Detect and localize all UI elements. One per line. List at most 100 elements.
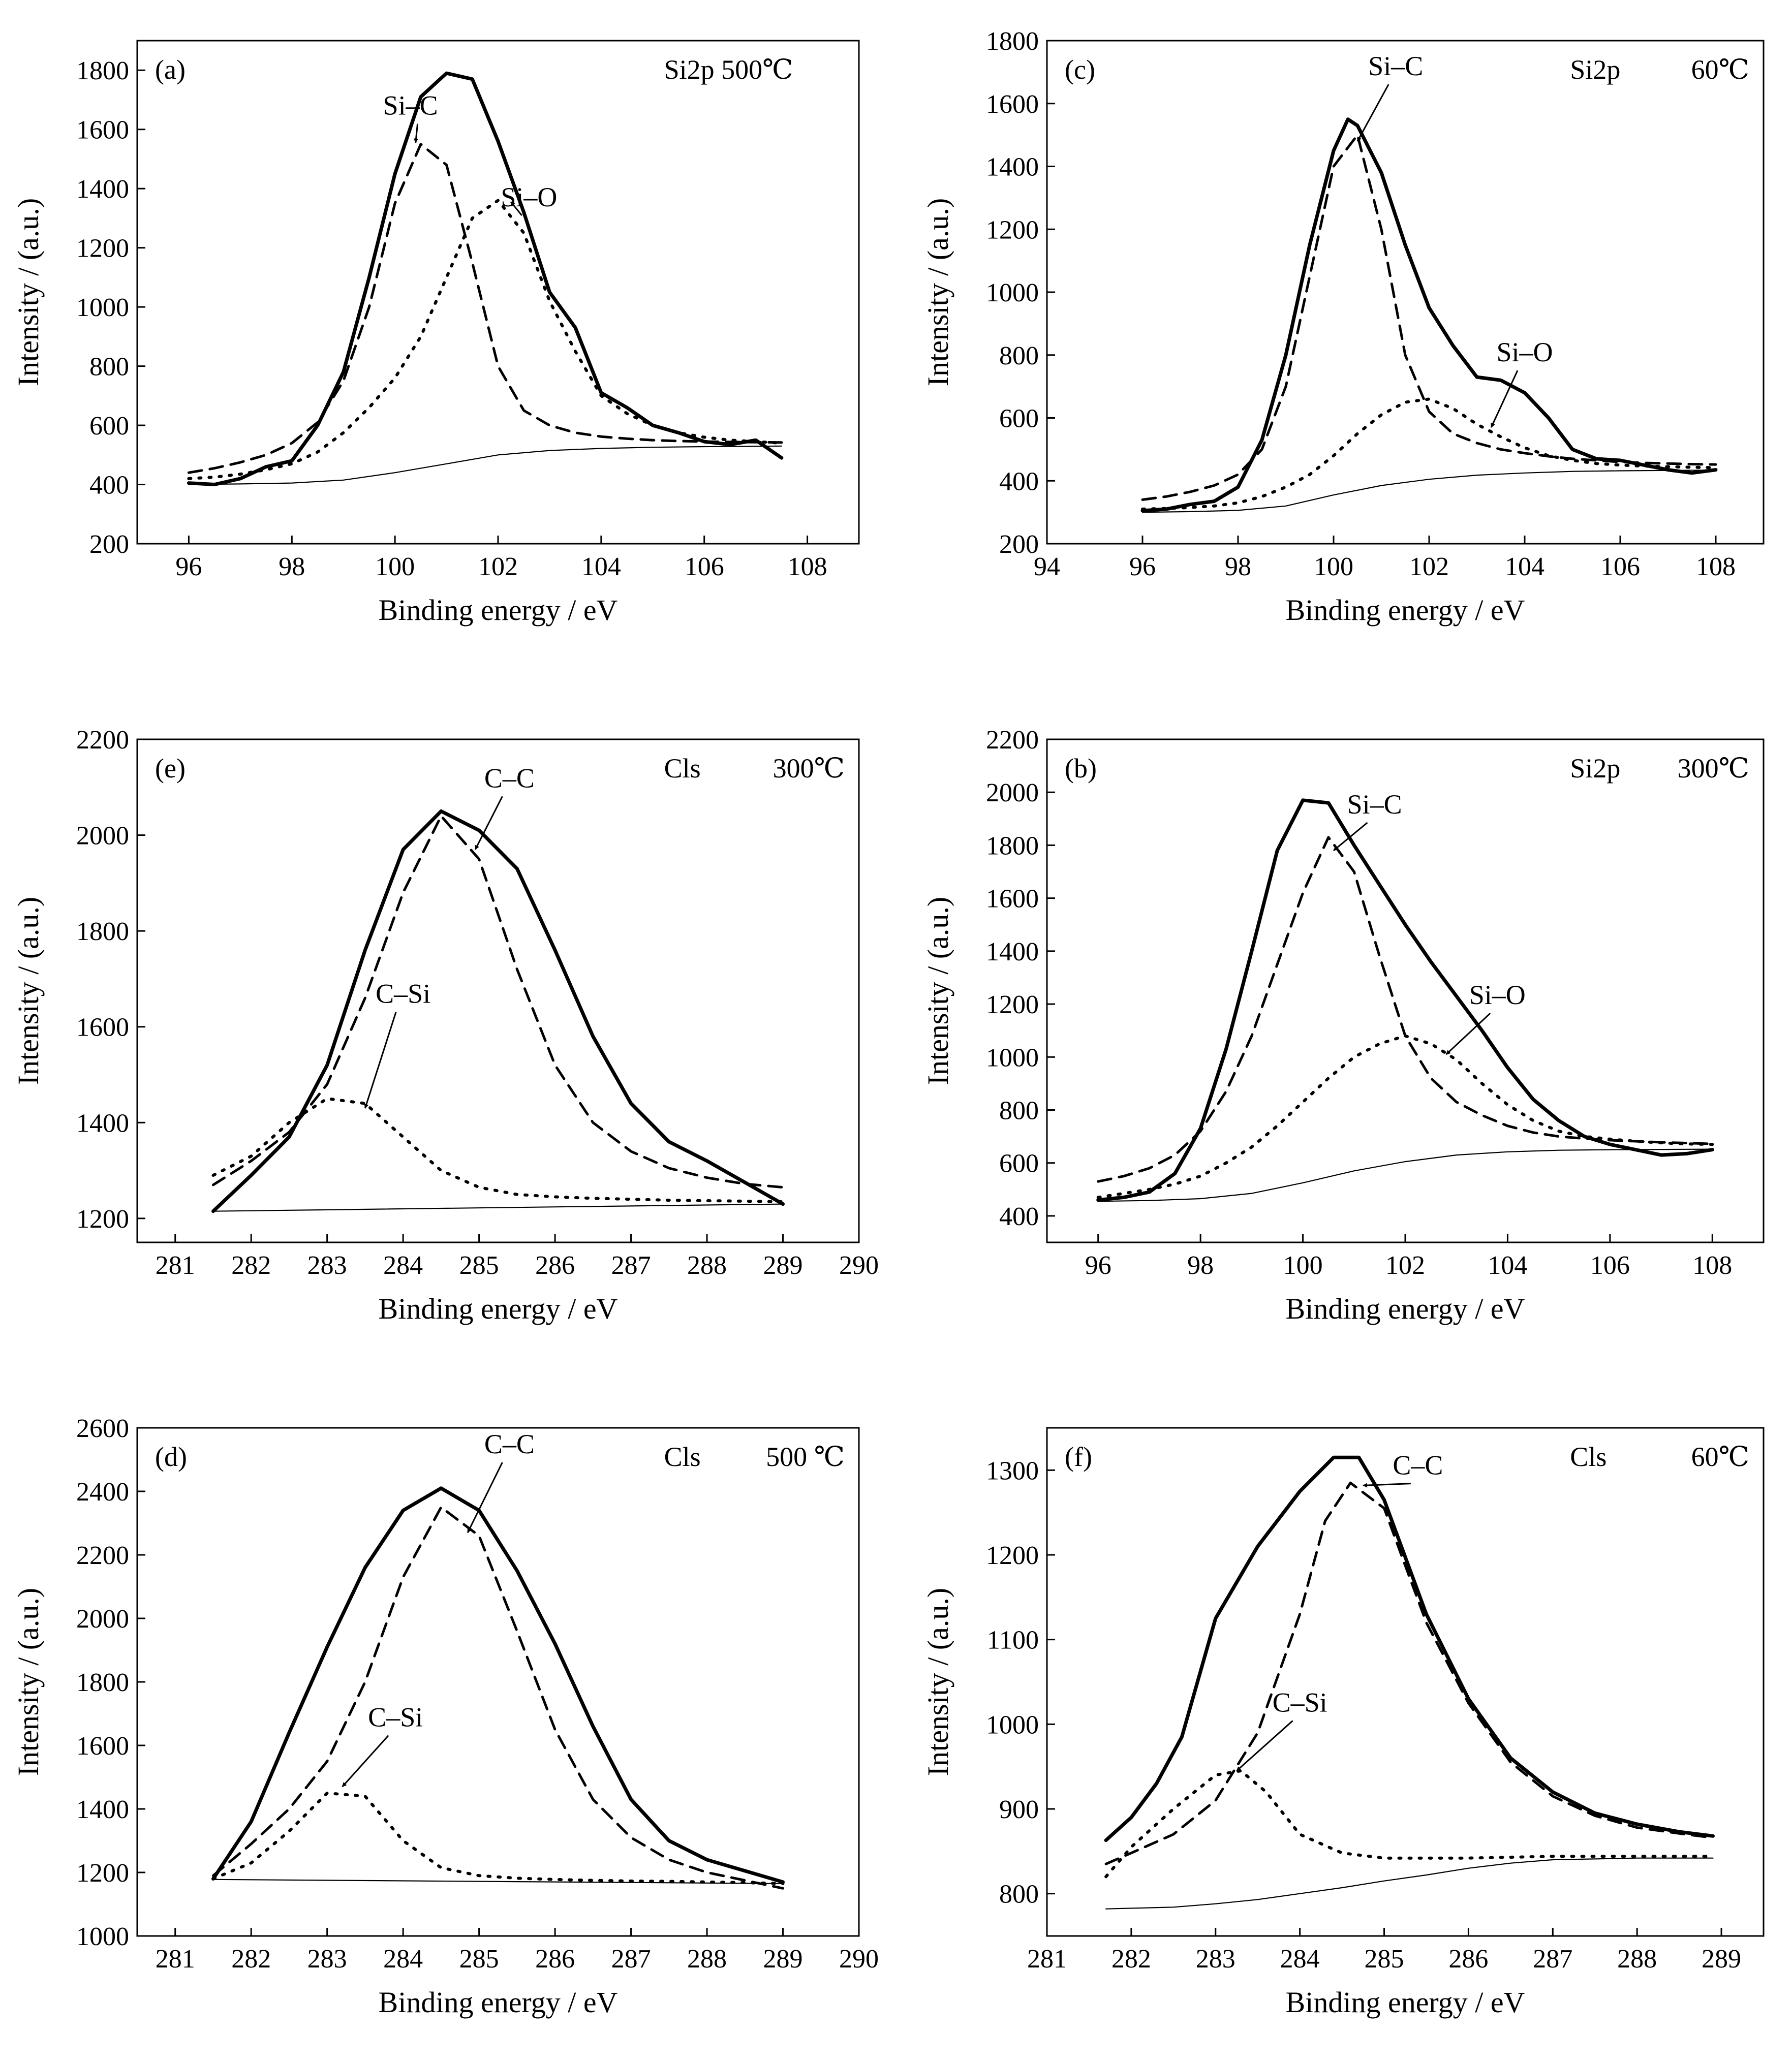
y-tick-label: 1600 [986, 885, 1039, 914]
y-tick-label: 1200 [986, 1541, 1039, 1570]
y-tick-label: 800 [999, 1096, 1039, 1125]
y-tick-label: 2000 [986, 778, 1039, 807]
x-tick-label: 286 [535, 1251, 575, 1280]
series-dashed-line [212, 1506, 784, 1890]
x-tick-label: 94 [1034, 552, 1060, 581]
y-axis-label: Intensity / (a.u.) [12, 1588, 45, 1776]
annotation-arrow [1445, 1012, 1491, 1055]
x-tick-label: 98 [279, 552, 305, 581]
x-tick-label: 96 [1129, 552, 1156, 581]
y-tick-label: 1800 [76, 1668, 129, 1697]
annotation-arrow [1333, 822, 1368, 851]
x-tick-label: 283 [307, 1945, 347, 1974]
y-tick-label: 600 [999, 404, 1039, 433]
y-tick-label: 1800 [76, 56, 129, 85]
x-tick-label: 108 [1692, 1251, 1732, 1280]
x-tick-label: 106 [1600, 552, 1640, 581]
annotation-arrow [1363, 1483, 1411, 1488]
series-dashed-line [1097, 836, 1714, 1183]
x-tick-label: 288 [687, 1251, 727, 1280]
peak-annotation-label: Si–O [1469, 980, 1526, 1010]
series-dashed-line [212, 815, 784, 1189]
annotation-arrow [467, 1462, 503, 1534]
annotation-arrow [1490, 370, 1519, 428]
region-label: Si2p [1570, 54, 1620, 85]
x-tick-label: 102 [1409, 552, 1449, 581]
peak-annotation-label: C–Si [1273, 1687, 1327, 1717]
peak-annotation-label: C–Si [376, 979, 430, 1009]
x-tick-label: 96 [175, 552, 202, 581]
y-tick-label: 1000 [986, 1710, 1039, 1739]
y-tick-label: 1400 [986, 937, 1039, 966]
panel-label: (f) [1065, 1442, 1092, 1472]
x-tick-label: 281 [1027, 1945, 1067, 1974]
panel-c: 94 96 98 100 102 104 106 108 200 400 600 800 1000 120… [921, 27, 1765, 627]
y-tick-label: 800 [999, 341, 1039, 370]
x-tick-label: 282 [231, 1251, 271, 1280]
series-dashed-line [1141, 134, 1717, 501]
y-tick-label: 1800 [986, 831, 1039, 860]
series-solid-line [187, 71, 784, 486]
y-axis-label: Intensity / (a.u.) [921, 1588, 954, 1776]
y-tick-label: 200 [999, 530, 1039, 559]
plot-frame [1046, 738, 1765, 1243]
y-tick-label: 2200 [76, 1541, 129, 1570]
peak-annotation-label: Si–O [1496, 337, 1553, 367]
x-tick-label: 100 [1314, 552, 1353, 581]
y-tick-label: 1000 [76, 1922, 129, 1951]
x-tick-label: 281 [156, 1251, 195, 1280]
peak-annotation-label: C–Si [368, 1702, 423, 1733]
y-tick-label: 1400 [76, 175, 129, 204]
x-tick-label: 290 [839, 1251, 879, 1280]
x-tick-label: 287 [611, 1945, 651, 1974]
series-dotted-line [211, 1791, 785, 1885]
y-axis-label: Intensity / (a.u.) [921, 198, 954, 386]
x-tick-label: 284 [1280, 1945, 1320, 1974]
panel-label: (b) [1065, 753, 1097, 784]
y-tick-label: 2000 [76, 1605, 129, 1634]
y-tick-label: 600 [999, 1149, 1039, 1178]
y-tick-label: 1600 [76, 116, 129, 145]
region-label: Cls [664, 753, 701, 784]
x-axis-label: Binding energy / eV [379, 1292, 618, 1325]
region-label: Si2p 500℃ [664, 54, 793, 85]
temperature-label: 60℃ [1691, 1442, 1749, 1472]
series-dotted-line [187, 199, 783, 480]
x-tick-label: 284 [383, 1945, 423, 1974]
y-tick-label: 1600 [76, 1013, 129, 1042]
series-dotted-line [1141, 397, 1717, 511]
series-dotted-line [1096, 1034, 1714, 1199]
y-tick-label: 400 [999, 467, 1039, 496]
series-dotted-line [1104, 1769, 1715, 1879]
x-tick-label: 282 [231, 1945, 271, 1974]
y-tick-label: 1400 [76, 1109, 129, 1138]
temperature-label: 500 ℃ [766, 1442, 845, 1472]
x-tick-label: 283 [1196, 1945, 1235, 1974]
series-solid-line [1104, 1455, 1715, 1842]
x-tick-label: 282 [1111, 1945, 1151, 1974]
panel-e: 281 282 283 284 285 286 287 288 289 290 1200 1400 16… [12, 726, 879, 1325]
region-label: Si2p [1570, 753, 1620, 784]
peak-annotation-label: Si–C [1347, 789, 1402, 820]
annotation-arrow [342, 1735, 389, 1788]
x-axis-label: Binding energy / eV [1286, 593, 1525, 627]
peak-annotation-label: C–C [1393, 1450, 1443, 1481]
y-tick-label: 1200 [76, 1205, 129, 1234]
x-axis-label: Binding energy / eV [379, 1986, 618, 2019]
y-tick-label: 800 [999, 1880, 1039, 1909]
x-tick-label: 102 [478, 552, 518, 581]
temperature-label: 300℃ [773, 753, 845, 784]
annotation-arrow [1356, 84, 1389, 142]
x-tick-label: 104 [1505, 552, 1544, 581]
series-solid-line [211, 1486, 785, 1884]
panel-label: (e) [155, 753, 186, 784]
y-tick-label: 800 [89, 353, 129, 382]
y-tick-label: 2600 [76, 1414, 129, 1443]
annotation-arrow [474, 796, 503, 850]
peak-annotation-label: Si–C [1368, 51, 1423, 81]
x-tick-label: 285 [1365, 1945, 1404, 1974]
x-tick-label: 285 [459, 1251, 499, 1280]
annotation-arrow [1236, 1720, 1293, 1772]
y-tick-label: 1200 [76, 234, 129, 263]
panel-label: (d) [155, 1442, 187, 1472]
